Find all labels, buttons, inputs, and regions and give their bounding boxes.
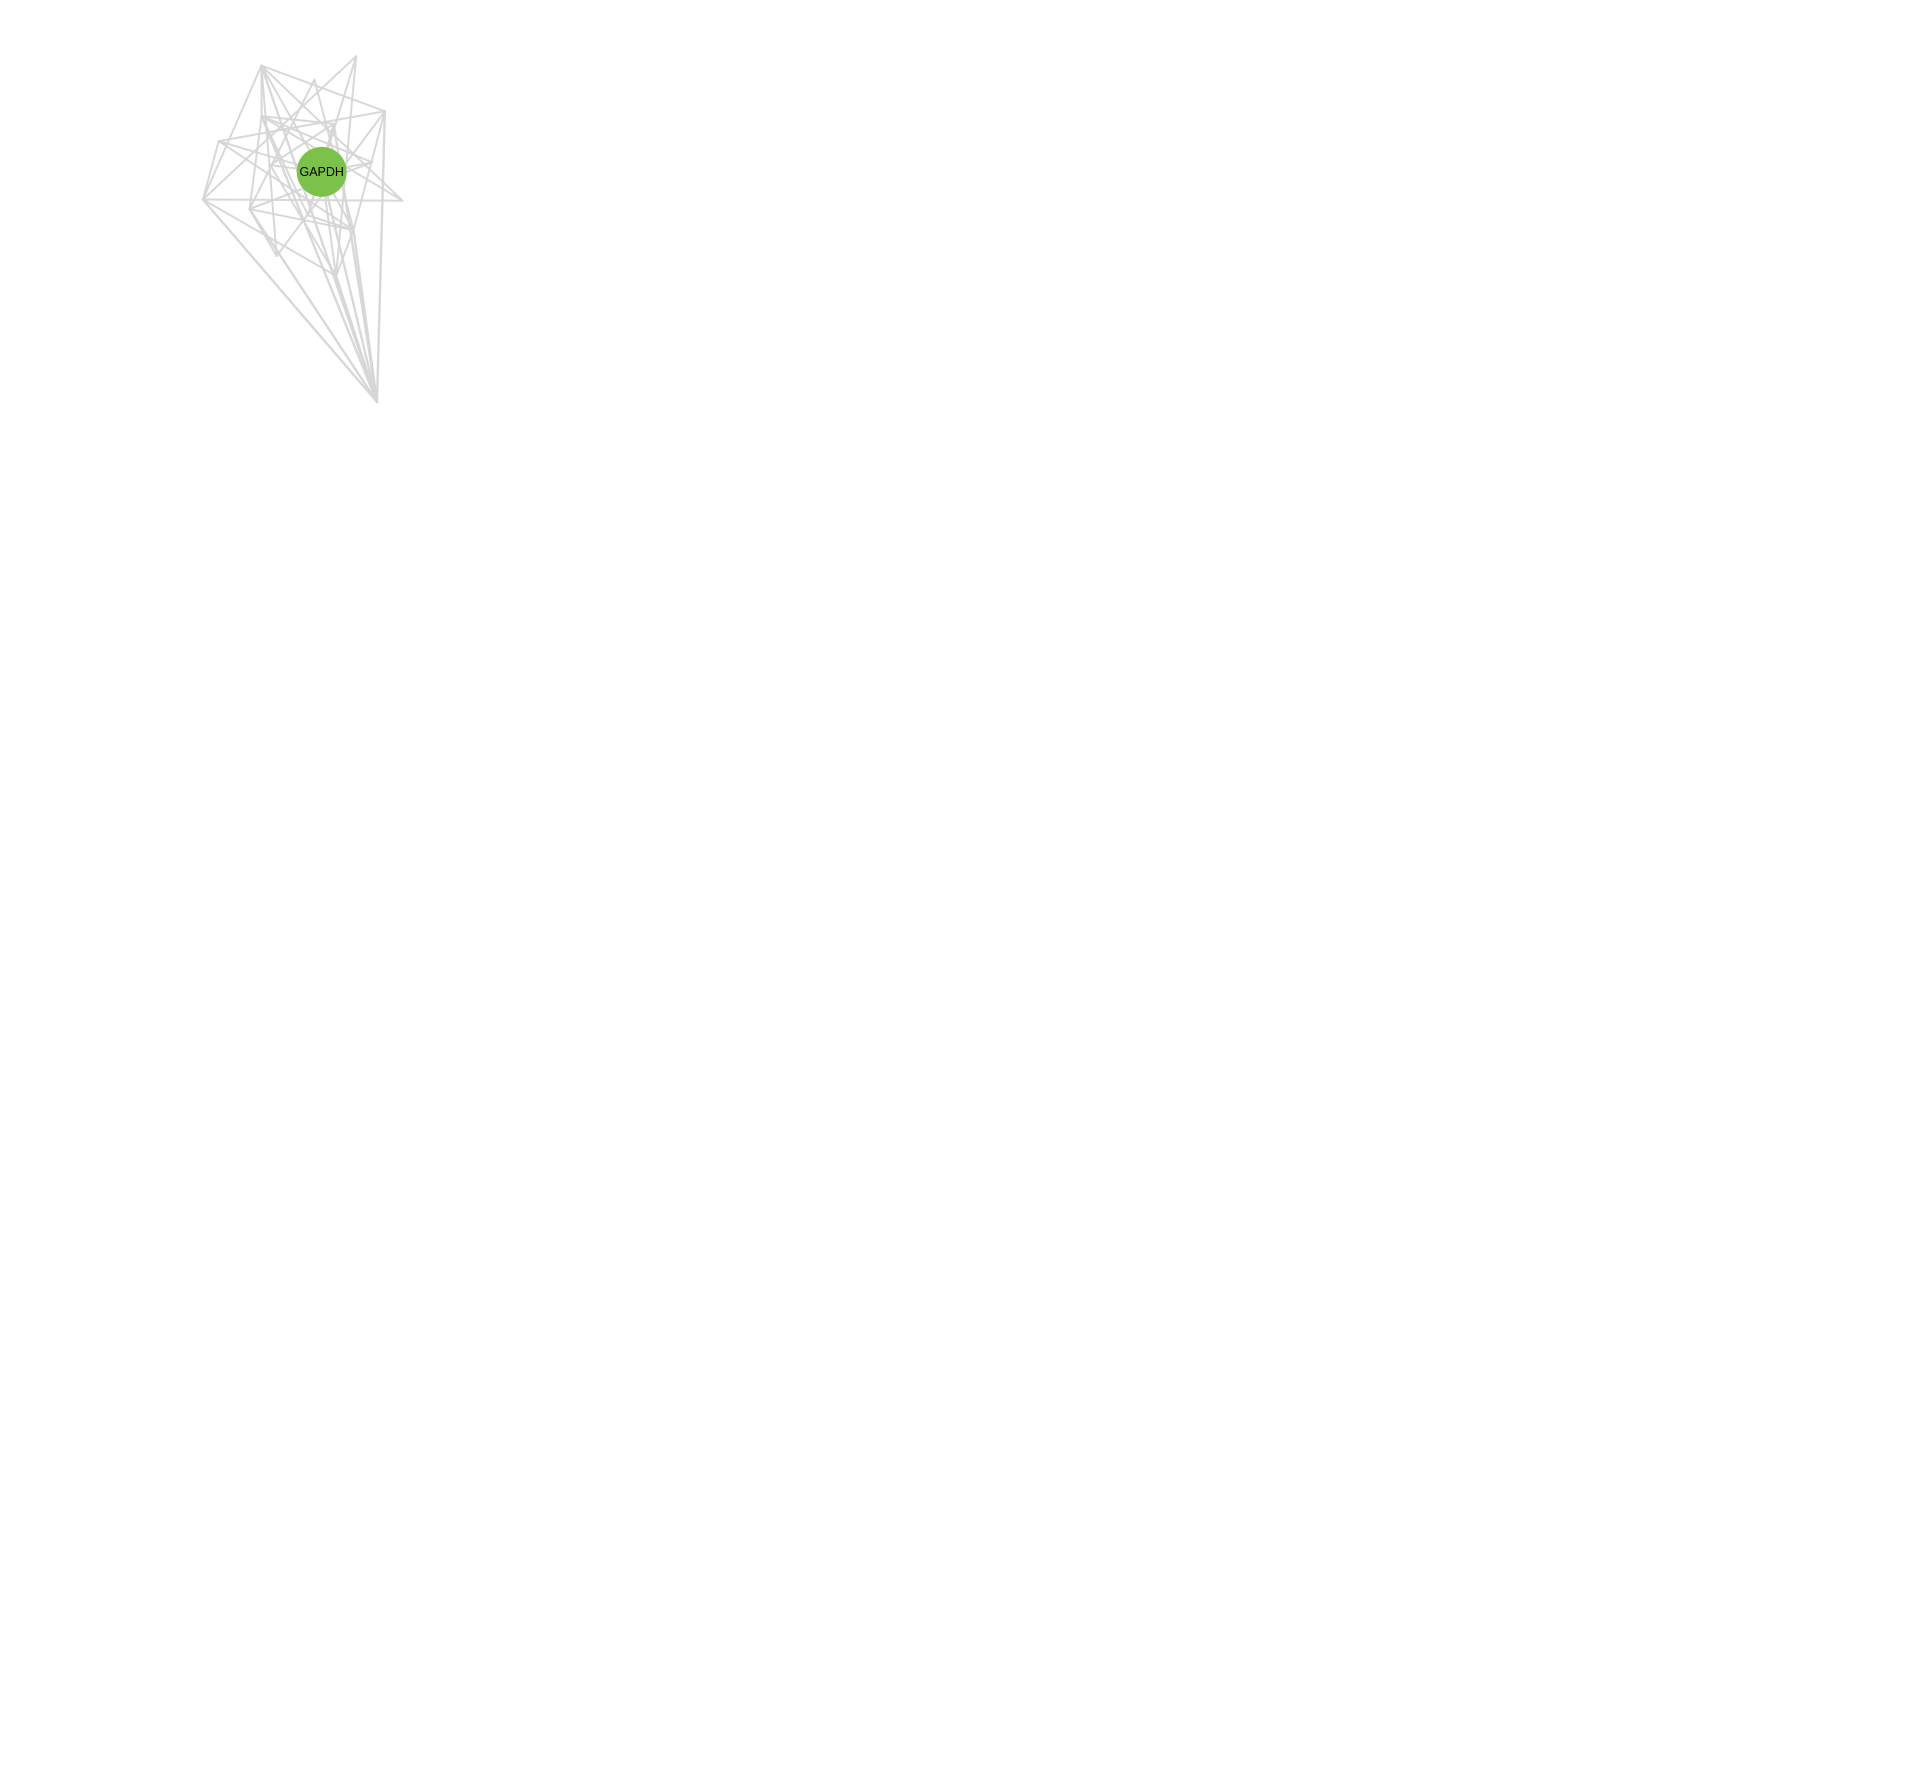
edge (352, 110, 386, 232)
edge (201, 64, 263, 201)
edge (260, 64, 278, 257)
edge (201, 198, 338, 277)
edge (335, 55, 358, 277)
edge (217, 140, 355, 232)
edge (352, 228, 379, 404)
edge (260, 114, 379, 404)
edge (248, 207, 379, 404)
edge (375, 110, 387, 404)
node-label-GAPDH: GAPDH (299, 165, 343, 179)
edges-layer (201, 55, 404, 404)
edge (201, 198, 379, 404)
edge (335, 229, 355, 277)
edge (248, 78, 316, 211)
nodes-layer (296, 146, 347, 197)
edge (248, 115, 263, 211)
edge (201, 140, 220, 201)
edge (320, 170, 379, 404)
edge (269, 164, 338, 277)
edge (217, 110, 386, 143)
node-GAPDH (296, 146, 347, 197)
edge (201, 55, 358, 201)
edge (201, 198, 404, 202)
edge (334, 274, 379, 404)
